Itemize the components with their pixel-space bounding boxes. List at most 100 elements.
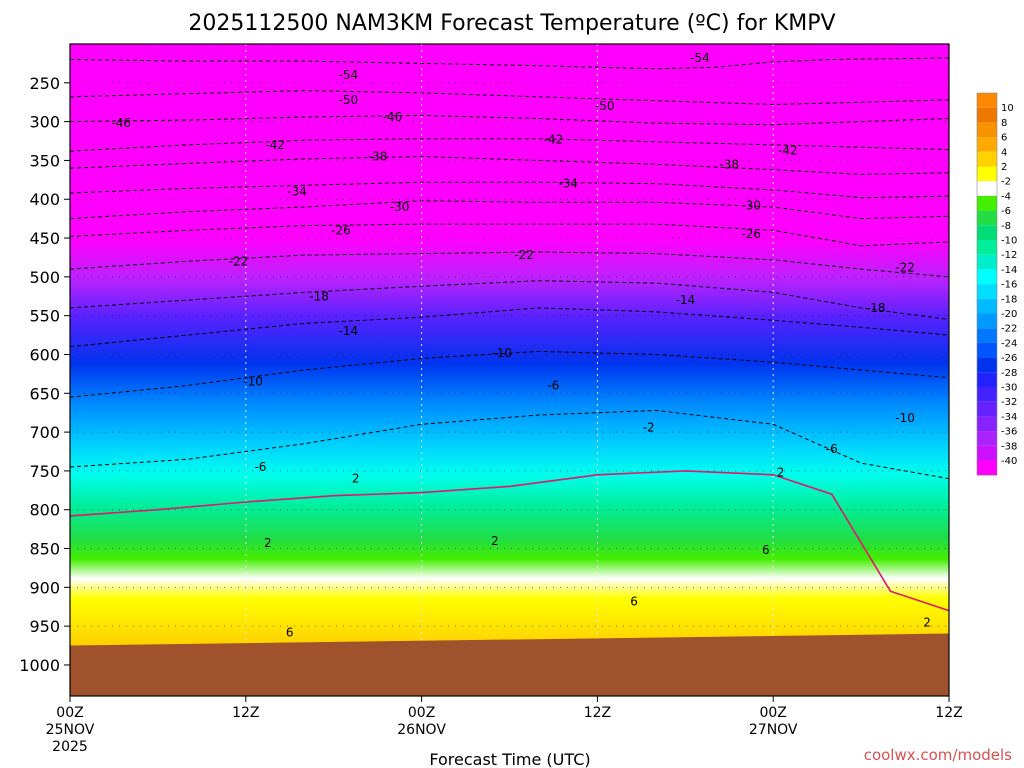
y-tick-label: 550 [29,307,60,326]
colorbar-cell [977,225,997,240]
contour-label: -22 [514,248,534,262]
colorbar-label: -28 [1001,368,1017,379]
y-tick-label: 800 [29,501,60,520]
contour-label: -14 [675,293,695,307]
contour-label: -50 [595,99,615,113]
contour-label: -10 [492,346,512,360]
isotherm-line [69,90,950,106]
colorbar-label: -18 [1001,294,1017,305]
contour-label: -34 [287,184,307,198]
source-label: coolwx.com/models [864,746,1012,764]
y-tick-label: 850 [29,540,60,559]
y-tick-label: 1000 [19,656,60,675]
colorbar-cell [977,372,997,387]
contour-label: 6 [286,625,294,639]
colorbar-cell [977,107,997,123]
x-tick-date: 25NOV [46,722,95,738]
contour-label: -6 [254,460,266,474]
contour-label: -30 [390,200,410,214]
colorbar-label: -24 [1001,338,1017,349]
contour-label: -42 [544,132,564,146]
colorbar-label: -10 [1001,236,1017,247]
contour-label: -18 [309,289,329,303]
colorbar-label: -34 [1001,412,1017,423]
x-tick-label: 00Z [759,705,786,721]
temperature-field [70,44,949,696]
x-tick-year: 2025 [52,739,88,755]
colorbar-cell [977,387,997,402]
y-tick-label: 450 [29,229,60,248]
isotherm-line [69,280,950,320]
contour-label: -26 [331,223,351,237]
contour-label: -6 [547,379,559,393]
colorbar-cell [977,431,997,446]
colorbar-label: -38 [1001,441,1017,452]
contour-label: -10 [243,375,263,389]
contour-label: 6 [762,543,770,557]
colorbar-label: 8 [1001,118,1007,129]
colorbar-label: -36 [1001,427,1017,438]
y-tick-label: 350 [29,151,60,170]
contour-label: -22 [895,261,915,275]
colorbar-cell [977,166,997,182]
colorbar-cell [977,151,997,167]
colorbar-cell [977,445,997,461]
colorbar-cell [977,93,997,108]
plot-border [69,43,950,697]
y-tick-label: 750 [29,462,60,481]
isotherm-line [69,223,950,247]
contour-label: -42 [265,138,285,152]
x-tick-date: 26NOV [397,722,446,738]
contour-label: -26 [741,227,761,241]
y-tick-label: 950 [29,617,60,636]
freezing-line [69,470,950,612]
colorbar-cell [977,254,997,270]
grid-lines [70,44,949,696]
colorbar-label: -4 [1001,191,1011,202]
colorbar-border [976,92,998,476]
y-tick-label: 300 [29,113,60,132]
contour-label: -54 [690,51,710,65]
contour-labels: -54 -54 -50 -50 -46 -46 -42 -42 -42 -38 -38 -34 -34 -… [111,51,931,639]
isotherm-line [69,138,950,152]
colorbar-label: 10 [1001,103,1014,114]
contour-label: -6 [826,442,838,456]
colorbar-cell [977,342,997,358]
contour-label: -2 [643,420,655,434]
y-tick-label: 600 [29,345,60,364]
contour-label: 2 [264,536,272,550]
contour-label: -46 [111,116,131,130]
contour-label: -22 [229,254,249,268]
y-axis: 250 300 350 400 450 500 550 600 650 700 750 800 850 9… [19,74,70,675]
colorbar-label: -20 [1001,309,1017,320]
contour-label: -50 [339,93,359,107]
x-tick-label: 12Z [935,705,962,721]
colorbar-label: 2 [1001,162,1007,173]
contour-label: 2 [923,615,931,629]
colorbar-label: 6 [1001,133,1007,144]
contour-label: -18 [866,301,886,315]
isotherm-line [69,251,950,278]
colorbar-cell [977,298,997,314]
contour-label: -10 [895,411,915,425]
colorbar-label: -2 [1001,177,1011,188]
y-tick-label: 650 [29,384,60,403]
colorbar-cell [977,269,997,285]
contour-label: -54 [339,68,359,82]
isotherm-line [69,307,950,348]
contour-label: -42 [778,143,798,157]
colorbar-label: -12 [1001,250,1017,261]
colorbar-label: 4 [1001,147,1007,158]
colorbar-cell [977,137,997,152]
x-tick-date: 27NOV [749,722,798,738]
contour-label: -38 [719,157,739,171]
contour-label: -38 [368,150,388,164]
colorbar-label: -26 [1001,353,1017,364]
colorbar-label: -8 [1001,221,1011,232]
colorbar-cell [977,195,997,211]
contour-label: -14 [339,324,359,338]
colorbar-cell [977,210,997,226]
y-tick-label: 400 [29,190,60,209]
isotherm-lines [69,57,950,480]
